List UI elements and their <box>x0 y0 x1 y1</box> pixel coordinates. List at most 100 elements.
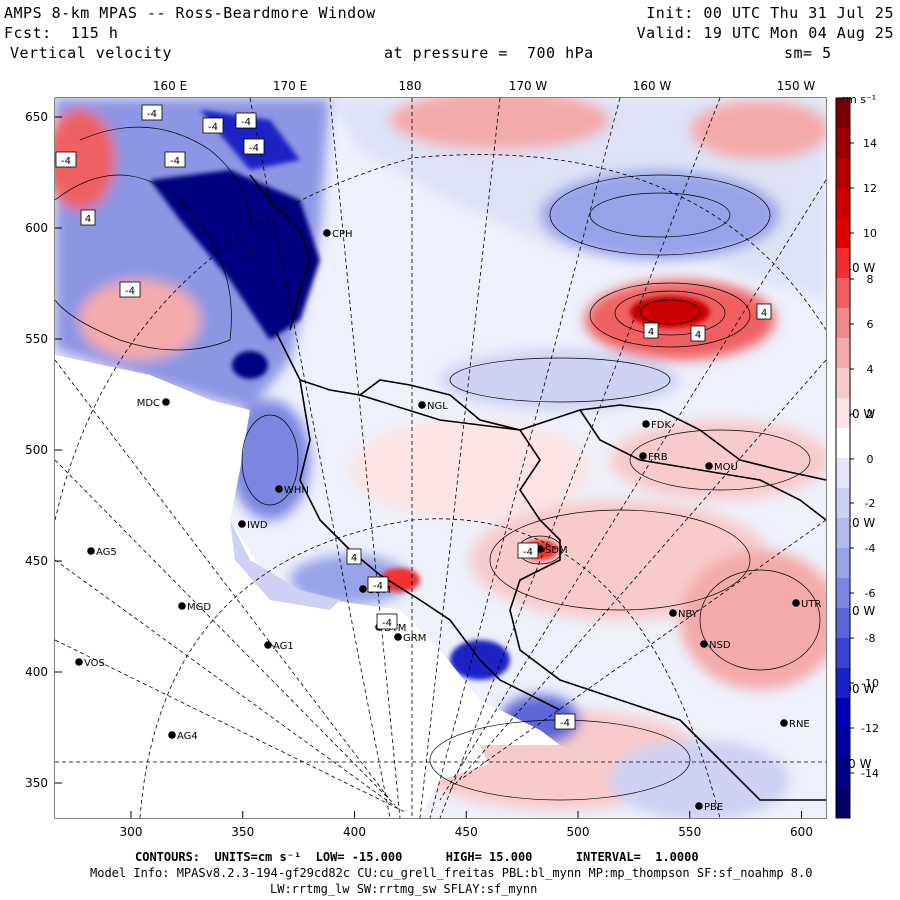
station-marker <box>394 633 402 641</box>
x-tick-label: 400 <box>343 825 366 839</box>
station-label: FRB <box>648 452 668 463</box>
station-label: PBE <box>704 802 723 813</box>
field-layer <box>55 98 826 818</box>
contour-label: 4 <box>85 214 91 225</box>
colorbar-swatch <box>836 668 850 699</box>
model-info-2: LW:rrtmg_lw SW:rrtmg_sw SFLAY:sf_mynn <box>270 882 538 896</box>
colorbar-tick-label: 14 <box>863 137 877 150</box>
station-marker <box>168 731 176 739</box>
station-marker <box>359 585 367 593</box>
colorbar-swatch <box>836 158 850 189</box>
station-marker <box>418 401 426 409</box>
station-marker <box>642 420 650 428</box>
station-label: WHN <box>284 485 309 496</box>
station-label: MOU <box>714 462 738 473</box>
forecast-hours: 115 h <box>70 24 119 42</box>
station-marker <box>87 547 95 555</box>
contour-label-box <box>367 576 389 593</box>
station-marker <box>275 485 283 493</box>
longitude-label: 170 E <box>273 79 307 93</box>
x-tick-label: 350 <box>231 825 254 839</box>
contour-label-box <box>80 209 96 226</box>
coastline <box>249 174 826 801</box>
contour-label-box <box>376 613 398 630</box>
model-info: Model Info: MPASv8.2.3-194-gf29cd82c CU:… <box>90 866 813 880</box>
colorbar-swatch <box>836 758 850 789</box>
station-label: RNE <box>789 719 810 730</box>
station-marker <box>75 658 83 666</box>
colorbar-swatch <box>836 338 850 369</box>
colorbar-tick-label: 4 <box>867 363 874 376</box>
station-label: AG5 <box>96 547 117 558</box>
colorbar-tick-label: -4 <box>865 542 876 555</box>
colorbar-swatch <box>836 728 850 759</box>
x-tick-label: 500 <box>567 825 590 839</box>
contour-label: -4 <box>147 109 157 120</box>
station-label: UTR <box>801 599 821 610</box>
colorbar-swatch <box>836 308 850 339</box>
contour-label: 4 <box>351 553 357 564</box>
contour-label-box <box>243 138 265 155</box>
colorbar-tick-label: -14 <box>861 767 879 780</box>
contour-label: -4 <box>249 143 259 154</box>
field-name: Vertical velocity <box>10 44 173 62</box>
contours-low: LOW= -15.000 <box>315 850 403 864</box>
contour-label-box <box>235 112 257 129</box>
contour-label: -4 <box>61 156 71 167</box>
contour-labels: -4 -4 -4 -4 -4 4 -4 -4 4 4 4 -4 4 -4 -4 -4 <box>55 104 772 730</box>
longitude-label: 180 <box>399 79 422 93</box>
contour-label: -4 <box>523 547 533 558</box>
colorbar-swatch <box>836 458 850 489</box>
station-marker <box>669 609 677 617</box>
contour-label: 4 <box>648 327 654 338</box>
y-axis: 650 600 550 500 450 400 350 <box>25 110 62 790</box>
contour-label-box <box>643 322 659 339</box>
contour-label: -4 <box>125 286 135 297</box>
contour-label: 4 <box>695 330 701 341</box>
colorbar-swatch <box>836 638 850 669</box>
pressure-level: at pressure = 700 hPa <box>384 44 594 62</box>
contour-label-box <box>554 713 576 730</box>
x-tick-label: 450 <box>455 825 478 839</box>
colorbar-swatch <box>836 368 850 399</box>
station-marker <box>705 462 713 470</box>
colorbar-swatch <box>836 698 850 729</box>
longitude-label: 160 W <box>633 79 672 93</box>
valid-time: Valid: 19 UTC Mon 04 Aug 25 <box>636 24 894 42</box>
colorbar-tick-label: -6 <box>865 587 876 600</box>
x-tick-label: 550 <box>678 825 701 839</box>
colorbar-tick-label: 0 <box>867 453 874 466</box>
forecast-label: Fcst: 115 h <box>4 24 118 42</box>
station-marker <box>639 452 647 460</box>
station-marker <box>238 520 246 528</box>
colorbar-units: cm s⁻¹ <box>840 93 876 106</box>
colorbar-tick-label: 10 <box>863 227 877 240</box>
y-tick-label: 650 <box>25 110 48 124</box>
colorbar-tick-label: -2 <box>865 497 876 510</box>
contour-label: -4 <box>170 156 180 167</box>
station-label: VOS <box>84 658 105 669</box>
forecast-prefix: Fcst: <box>4 24 52 42</box>
longitude-label: 160 E <box>153 79 187 93</box>
contours-high: HIGH= 15.000 <box>445 850 533 864</box>
smoothing-value: sm= 5 <box>784 44 832 62</box>
y-tick-label: 550 <box>25 332 48 346</box>
colorbar-tick-label: 12 <box>863 182 877 195</box>
station-label: NGL <box>427 401 448 412</box>
colorbar-swatch <box>836 488 850 519</box>
contour-label: -4 <box>241 117 251 128</box>
station-label: NBY <box>678 609 699 620</box>
station-label: AG4 <box>177 731 198 742</box>
contour-label-box <box>756 303 772 320</box>
x-tick-label: 600 <box>790 825 813 839</box>
contour-label-box <box>55 151 77 168</box>
init-time: Init: 00 UTC Thu 31 Jul 25 <box>646 4 894 22</box>
x-tick-label: 300 <box>120 825 143 839</box>
y-tick-label: 400 <box>25 665 48 679</box>
station-label: AG1 <box>273 641 294 652</box>
colorbar-swatch <box>836 398 850 429</box>
contour-label: 4 <box>761 308 767 319</box>
contour-label: -4 <box>382 618 392 629</box>
colorbar: 14 12 10 8 6 4 2 0 -2 -4 -6 -8 -10 -12 -14 <box>835 97 879 819</box>
colorbar-tick-label: 6 <box>867 318 874 331</box>
